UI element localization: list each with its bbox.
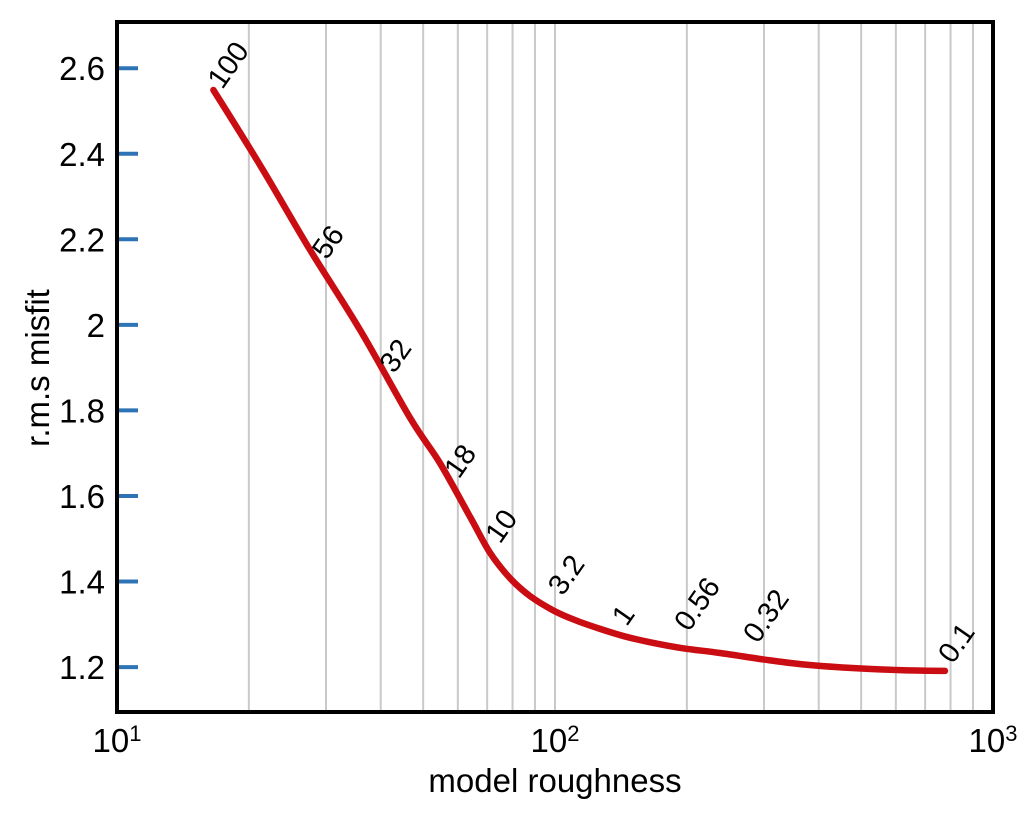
y-tick-label: 2	[87, 307, 105, 344]
x-tick-base: 10	[968, 722, 1006, 759]
curve-point-label: 1	[606, 600, 641, 632]
x-tick-label-10e2: 102	[530, 721, 580, 760]
y-tick-label: 1.8	[59, 392, 105, 429]
x-tick-label-10e1: 101	[92, 721, 142, 760]
curve-point-label: 0.56	[668, 572, 727, 637]
y-tick-label: 2.6	[59, 50, 105, 87]
curve-point-label: 100	[202, 36, 256, 94]
x-tick-exponent: 3	[1005, 721, 1018, 746]
x-tick-exponent: 1	[129, 721, 142, 746]
y-tick-label: 1.6	[59, 478, 105, 515]
x-tick-base: 10	[530, 722, 568, 759]
x-axis-title: model roughness	[428, 762, 682, 799]
curve-point-label: 0.32	[737, 584, 796, 649]
y-axis-title: r.m.s misfit	[19, 289, 56, 447]
x-tick-exponent: 2	[567, 721, 580, 746]
lcurve-path	[210, 86, 949, 675]
x-tick-base: 10	[92, 722, 130, 759]
x-tick-label-10e3: 103	[968, 721, 1018, 760]
y-tick-label: 1.4	[59, 564, 105, 601]
curve-point-label: 0.1	[932, 618, 981, 669]
y-tick-label: 2.2	[59, 221, 105, 258]
y-tick-label: 2.4	[59, 136, 105, 173]
plot-frame	[115, 20, 995, 714]
curve-point-label: 3.2	[542, 550, 591, 601]
y-tick-label: 1.2	[59, 649, 105, 686]
